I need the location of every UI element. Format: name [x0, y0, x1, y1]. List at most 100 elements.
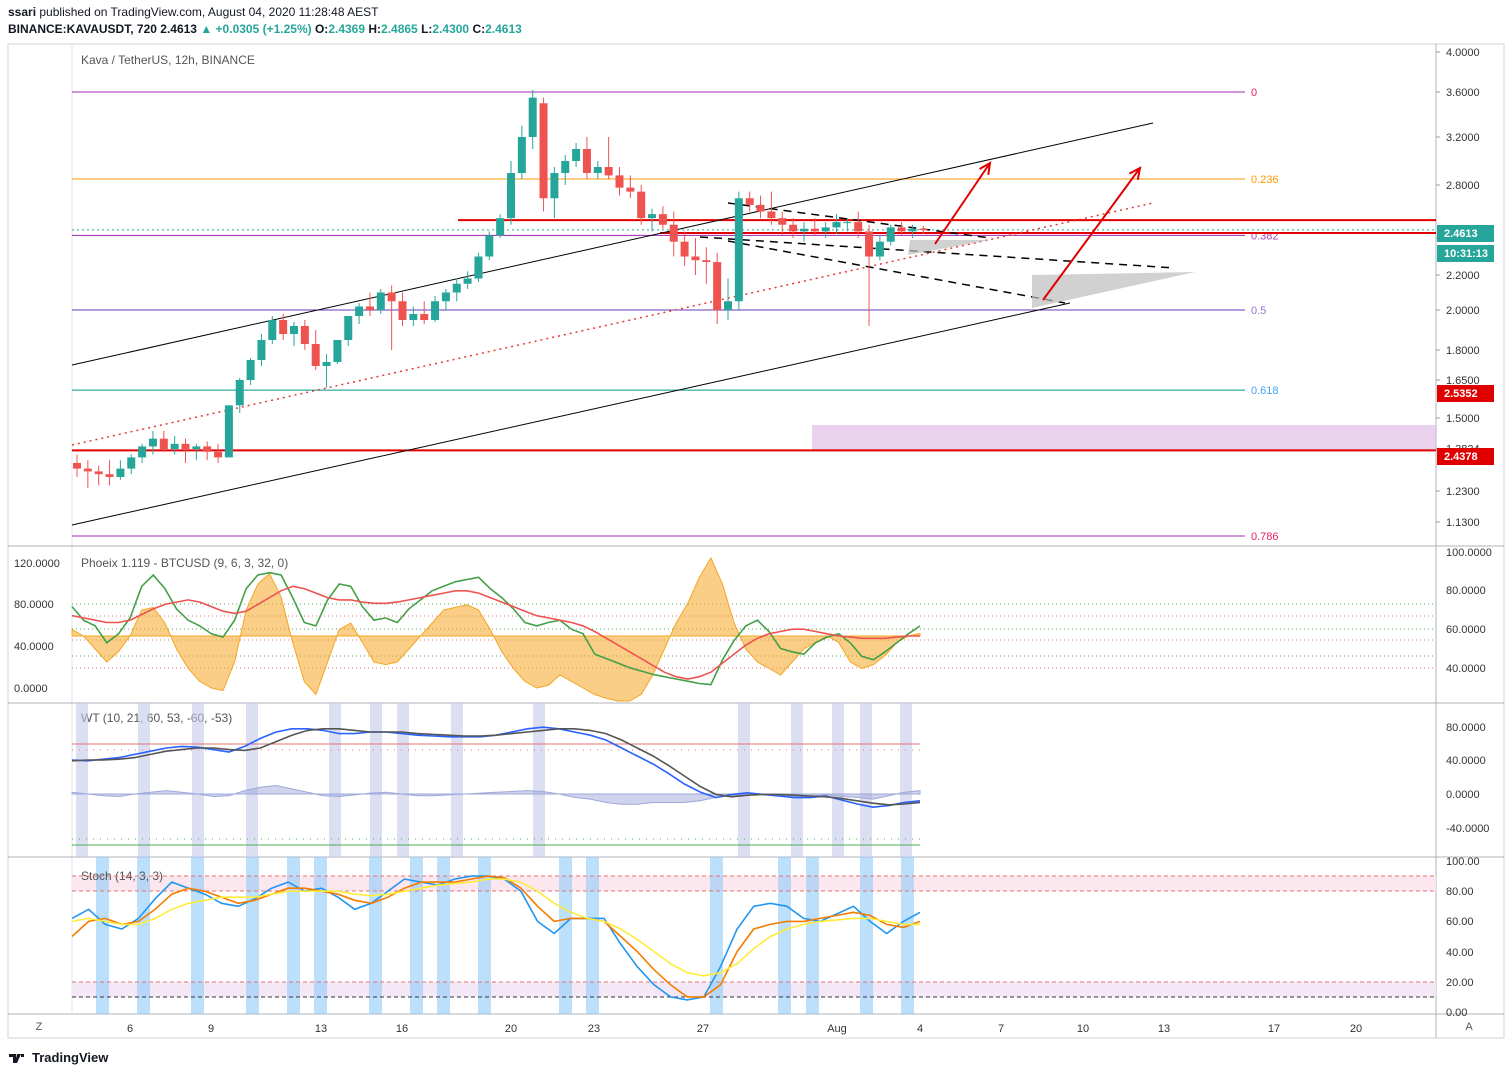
stoch-highlight-bar: [901, 857, 914, 1014]
candle-body: [127, 457, 136, 469]
candle-body: [854, 222, 863, 232]
price-tick-label: 3.2000: [1446, 132, 1480, 144]
forecast-arrow-2: [1042, 167, 1141, 301]
fib-level-label: 0.786: [1251, 531, 1279, 543]
wt-title: WT (10, 21, 60, 53, -60, -53): [81, 711, 232, 725]
price-change: +0.0305 (+1.25%): [215, 22, 312, 36]
close-value: 2.4613: [485, 22, 522, 36]
fib-level-label: 0.5: [1251, 305, 1266, 317]
candle-body: [496, 218, 505, 236]
stoch-highlight-bar: [369, 857, 382, 1014]
forecast-arrow-2-head: [1128, 166, 1142, 180]
stoch-right-tick: 40.00: [1446, 947, 1474, 959]
price-tick-label: 2.0000: [1446, 305, 1480, 317]
candle-body: [214, 451, 223, 458]
stoch-ob-zone: [72, 876, 1436, 891]
close-label: C:: [472, 22, 486, 36]
candle-body: [452, 283, 461, 293]
publish-date: published on TradingView.com, August 04,…: [39, 5, 379, 19]
stoch-highlight-bar: [586, 857, 599, 1014]
candle-body: [745, 198, 754, 205]
stoch-right-tick: 0.00: [1446, 1007, 1467, 1019]
high-value: 2.4865: [381, 22, 418, 36]
candle-body: [919, 228, 928, 231]
candle-body: [582, 149, 591, 173]
candle-body: [441, 292, 450, 302]
candle-body: [908, 228, 917, 232]
candle-body: [756, 204, 765, 212]
phoeix-right-tick: 40.0000: [1446, 663, 1486, 675]
price-label-box: [1437, 448, 1494, 465]
wt-highlight-bar: [192, 703, 204, 857]
candle-body: [648, 214, 657, 219]
wt-right-tick: -40.0000: [1446, 823, 1489, 835]
wt-highlight-bar: [533, 703, 545, 857]
candle-body: [724, 301, 732, 310]
forecast-arrow-1: [934, 162, 991, 245]
zoom-z-button[interactable]: Z: [35, 1021, 43, 1033]
candle-body: [235, 380, 244, 406]
chart-title: Kava / TetherUS, 12h, BINANCE: [81, 53, 255, 67]
fib-level-label: 0.236: [1251, 174, 1279, 186]
auto-scale-button[interactable]: A: [1465, 1021, 1473, 1033]
stoch-right-tick: 80.00: [1446, 886, 1474, 898]
time-tick-label: 16: [396, 1023, 408, 1035]
candle-body: [246, 360, 255, 380]
candle-body: [463, 278, 472, 284]
time-tick-label: 20: [1350, 1023, 1362, 1035]
time-tick-label: 23: [588, 1023, 600, 1035]
wt-highlight-bar: [246, 703, 258, 857]
candle-body: [528, 97, 537, 137]
phoeix-left-tick: 80.0000: [14, 599, 54, 611]
candle-body: [116, 468, 125, 477]
wt-highlight-bar: [738, 703, 750, 857]
candle-body: [290, 326, 298, 334]
candle-body: [843, 222, 852, 224]
time-tick-label: 6: [127, 1023, 133, 1035]
candle-body: [257, 340, 266, 360]
fib-level-label: 0.618: [1251, 385, 1279, 397]
candle-body: [300, 326, 309, 344]
candle-body: [778, 218, 787, 225]
phoeix-left-tick: 40.0000: [14, 641, 54, 653]
price-label-box: [1437, 225, 1494, 242]
candle-body: [789, 224, 798, 232]
candle-body: [517, 137, 526, 173]
candle-body: [507, 173, 515, 219]
demand-zone: [812, 425, 1436, 450]
wt-right-tick: 0.0000: [1446, 789, 1480, 801]
candle-body: [593, 167, 602, 173]
candle-body: [355, 306, 364, 316]
time-tick-label: 9: [208, 1023, 214, 1035]
phoeix-right-tick: 60.0000: [1446, 624, 1486, 636]
triangle-projection-2: [1032, 272, 1195, 308]
candle-body: [138, 446, 147, 458]
candle-body: [669, 224, 678, 242]
wt-highlight-bar: [329, 703, 341, 857]
candle-body: [333, 340, 342, 362]
time-tick-label: 13: [1158, 1023, 1170, 1035]
channel-lower-line: [71, 302, 1071, 526]
stoch-highlight-bar: [96, 857, 109, 1014]
stoch-highlight-bar: [287, 857, 300, 1014]
wt-highlight-bar: [900, 703, 912, 857]
wt-right-tick: 40.0000: [1446, 755, 1486, 767]
candle-body: [810, 228, 819, 232]
candle-body: [886, 227, 895, 242]
phoeix-red-line: [71, 585, 920, 680]
candle-body: [148, 438, 157, 447]
stoch-highlight-bar: [478, 857, 491, 1014]
stoch-highlight-bar: [437, 857, 450, 1014]
candle-body: [691, 256, 700, 261]
candle-body: [322, 362, 331, 366]
stoch-right-tick: 100.00: [1446, 856, 1480, 868]
price-label-box: [1437, 245, 1494, 262]
candle-body: [268, 320, 277, 340]
candle-body: [637, 191, 646, 219]
time-tick-label: 13: [315, 1023, 327, 1035]
wt-right-tick: 80.0000: [1446, 722, 1486, 734]
phoeix-left-tick: 0.0000: [14, 683, 48, 695]
stoch-line-1: [71, 875, 921, 998]
price-label: 2.5352: [1444, 388, 1478, 400]
